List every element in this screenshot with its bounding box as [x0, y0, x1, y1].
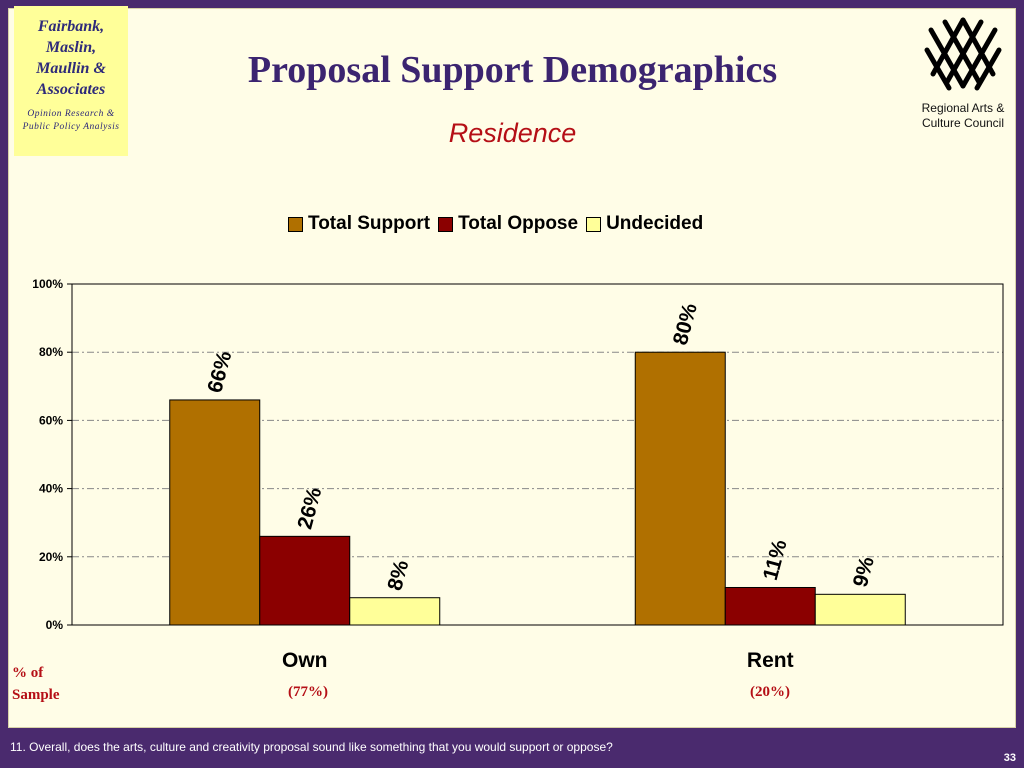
- legend-swatch-total-oppose: [438, 216, 454, 232]
- bar-rent-total-oppose: [724, 586, 816, 626]
- legend-item-total-oppose: Total Oppose: [438, 213, 578, 235]
- woven-lattice-logo-icon: [924, 17, 1002, 91]
- legend-swatch-total-support: [288, 216, 303, 232]
- legend-label-total-oppose: Total Oppose: [458, 213, 579, 234]
- survey-question-footnote: 11. Overall, does the arts, culture and …: [10, 740, 613, 754]
- bar-rent-total-support: [634, 351, 726, 626]
- y-tick-label: 0%: [46, 618, 64, 632]
- firm-logo: Fairbank, Maslin, Maullin & Associates O…: [14, 6, 128, 156]
- y-tick-label: 20%: [39, 550, 63, 564]
- category-label: Own: [282, 649, 328, 672]
- firm-tagline: Opinion Research & Public Policy Analysi…: [22, 109, 120, 132]
- sample-label: % of Sample: [12, 665, 60, 703]
- bar-own-total-oppose: [259, 535, 351, 626]
- bar-rent-undecided: [814, 593, 906, 626]
- plot-border: [71, 283, 1004, 626]
- council-name: Regional Arts & Culture Council: [921, 101, 1005, 130]
- category-label: Rent: [747, 649, 794, 672]
- legend-label-undecided: Undecided: [606, 213, 704, 234]
- bar-own-undecided: [349, 597, 441, 626]
- chart-legend: Total Support Total Oppose Undecided: [288, 212, 711, 236]
- legend-swatch-undecided: [586, 216, 602, 232]
- legend-label-total-support: Total Support: [308, 213, 431, 234]
- page-subtitle: Residence: [448, 118, 577, 148]
- firm-name: Fairbank, Maslin, Maullin & Associates: [36, 18, 106, 98]
- page-number: 33: [1003, 752, 1016, 764]
- y-tick-label: 60%: [39, 413, 63, 427]
- y-tick-label: 80%: [39, 345, 63, 359]
- bar-own-total-support: [169, 399, 261, 626]
- y-tick-label: 100%: [32, 277, 63, 291]
- legend-item-total-support: Total Support: [288, 213, 430, 235]
- sample-value-own: (77%): [288, 684, 328, 700]
- council-logo: Regional Arts & Culture Council: [908, 16, 1018, 131]
- sample-value-rent: (20%): [750, 684, 790, 700]
- legend-item-undecided: Undecided: [586, 213, 703, 235]
- y-tick-label: 40%: [39, 482, 63, 496]
- page-title: Proposal Support Demographics: [247, 49, 778, 91]
